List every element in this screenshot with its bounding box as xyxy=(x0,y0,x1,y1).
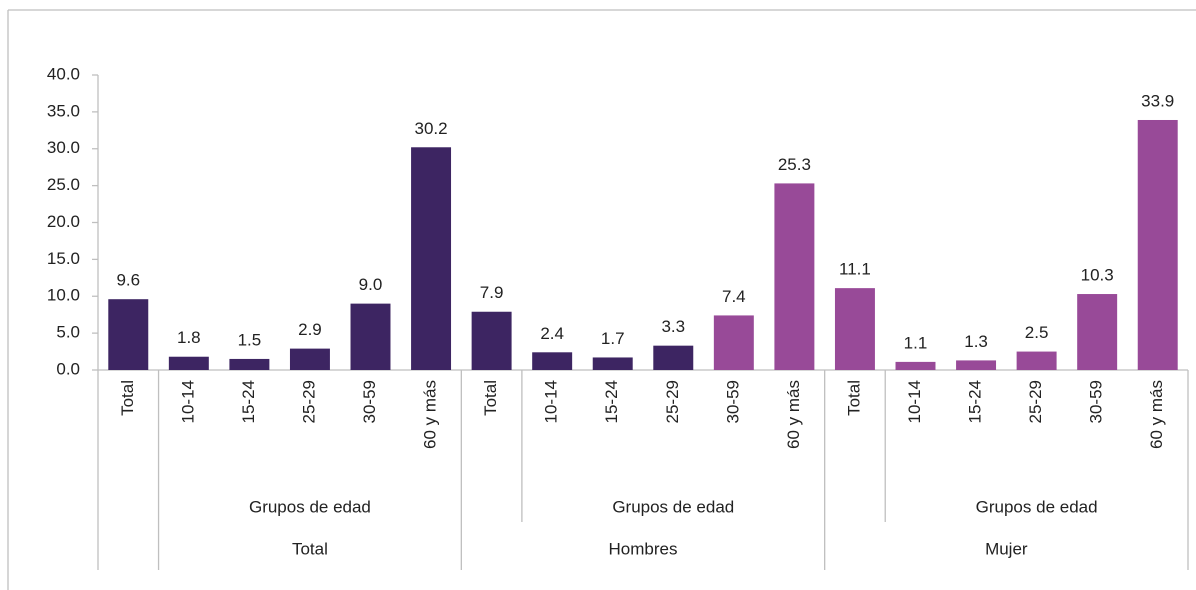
bar xyxy=(411,147,452,370)
x-tick-label: 60 y más xyxy=(784,380,803,449)
y-tick-label: 35.0 xyxy=(47,101,80,120)
data-label: 1.8 xyxy=(177,328,201,347)
bar xyxy=(653,345,694,370)
x-tick-label: 15-24 xyxy=(966,380,985,423)
bar xyxy=(956,360,997,370)
bar xyxy=(532,352,573,370)
data-label: 10.3 xyxy=(1081,266,1114,285)
bar xyxy=(108,299,149,370)
group-label: Hombres xyxy=(609,539,678,558)
bar xyxy=(1137,119,1178,370)
y-tick-label: 40.0 xyxy=(47,64,80,83)
x-tick-label: 15-24 xyxy=(602,380,621,423)
data-label: 3.3 xyxy=(661,317,685,336)
bar xyxy=(1077,294,1118,370)
data-label: 2.4 xyxy=(540,324,564,343)
x-tick-label: 30-59 xyxy=(360,380,379,423)
x-tick-label: 10-14 xyxy=(542,380,561,423)
group-sublabel: Grupos de edad xyxy=(249,497,371,516)
group-label: Total xyxy=(292,539,328,558)
data-label: 33.9 xyxy=(1141,91,1174,110)
y-tick-label: 10.0 xyxy=(47,286,80,305)
data-label: 7.4 xyxy=(722,287,746,306)
data-label: 7.9 xyxy=(480,283,504,302)
x-tick-label: Total xyxy=(844,380,863,416)
x-tick-label: 25-29 xyxy=(1026,380,1045,423)
x-tick-label: 10-14 xyxy=(905,380,924,423)
data-label: 2.5 xyxy=(1025,323,1049,342)
x-tick-label: 25-29 xyxy=(299,380,318,423)
group-sublabel: Grupos de edad xyxy=(976,497,1098,516)
y-tick-label: 25.0 xyxy=(47,175,80,194)
bar xyxy=(713,315,754,370)
data-label: 1.3 xyxy=(964,332,988,351)
y-tick-label: 0.0 xyxy=(56,359,80,378)
bar xyxy=(592,357,633,370)
data-label: 30.2 xyxy=(415,119,448,138)
data-label: 2.9 xyxy=(298,320,322,339)
x-tick-label: 10-14 xyxy=(178,380,197,423)
bar xyxy=(229,358,270,370)
bar xyxy=(774,183,815,370)
y-tick-label: 15.0 xyxy=(47,249,80,268)
data-label: 1.7 xyxy=(601,329,625,348)
bar xyxy=(289,348,330,370)
data-label: 9.6 xyxy=(116,271,140,290)
x-tick-label: 60 y más xyxy=(1147,380,1166,449)
bar xyxy=(834,288,875,370)
x-tick-label: Total xyxy=(118,380,137,416)
y-tick-label: 30.0 xyxy=(47,138,80,157)
y-tick-label: 20.0 xyxy=(47,212,80,231)
x-tick-label: Total xyxy=(481,380,500,416)
bar xyxy=(895,361,936,370)
group-sublabel: Grupos de edad xyxy=(612,497,734,516)
bar xyxy=(471,311,512,370)
bar xyxy=(350,303,391,370)
data-label: 9.0 xyxy=(359,275,383,294)
x-tick-label: 15-24 xyxy=(239,380,258,423)
bar xyxy=(168,356,209,370)
data-label: 1.1 xyxy=(904,333,928,352)
data-label: 25.3 xyxy=(778,155,811,174)
data-label: 1.5 xyxy=(238,330,262,349)
x-tick-label: 25-29 xyxy=(663,380,682,423)
x-tick-label: 30-59 xyxy=(723,380,742,423)
x-tick-label: 60 y más xyxy=(421,380,440,449)
x-tick-label: 30-59 xyxy=(1087,380,1106,423)
data-label: 11.1 xyxy=(839,260,871,279)
y-tick-label: 5.0 xyxy=(56,323,80,342)
bar xyxy=(1016,351,1057,370)
group-label: Mujer xyxy=(985,539,1028,558)
